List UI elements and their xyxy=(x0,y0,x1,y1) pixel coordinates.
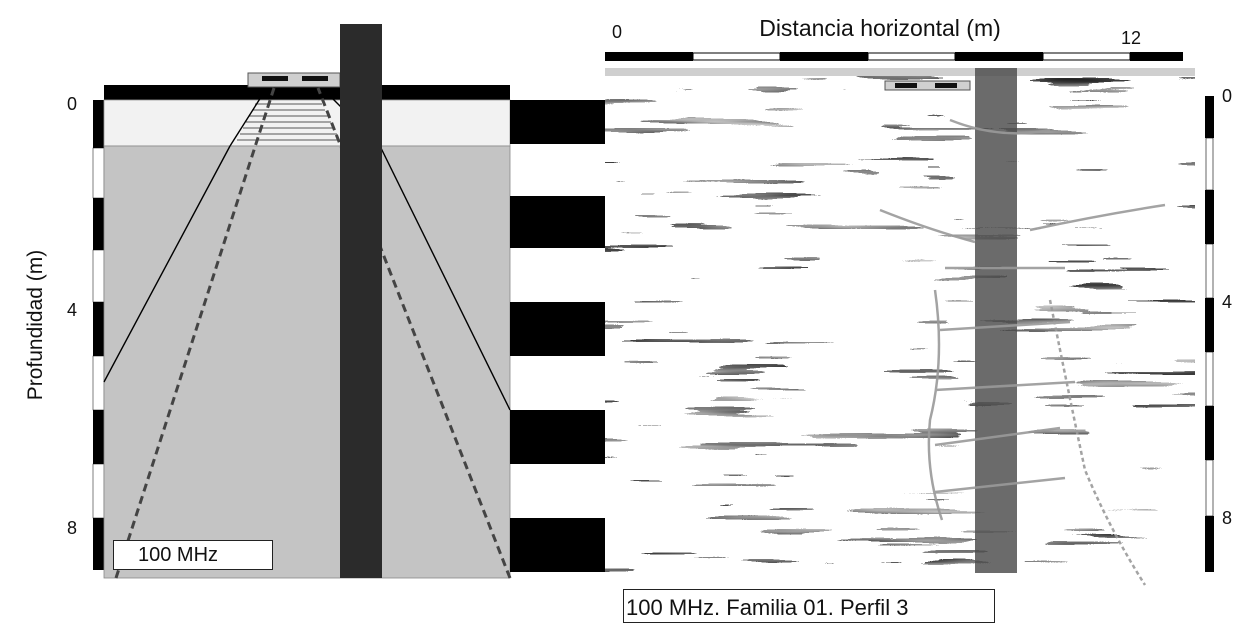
upper-soil-layer xyxy=(103,99,511,147)
profile-caption: 100 MHz. Familia 01. Perfil 3 xyxy=(623,589,995,623)
top-tick-start: 0 xyxy=(612,22,622,42)
radar-column-shadow xyxy=(975,68,1017,573)
left-axis-title: Profundidad (m) xyxy=(24,250,47,401)
left-scale-bar xyxy=(92,100,105,570)
soil-cross-section xyxy=(103,85,512,579)
top-axis-title: Distancia horizontal (m) xyxy=(759,15,1001,41)
radargram xyxy=(605,68,1195,586)
left-tick-0: 0 xyxy=(67,94,77,114)
gpr-antenna-icon xyxy=(247,72,341,88)
right-tick-4: 4 xyxy=(1222,292,1232,312)
reflection-lines xyxy=(879,118,1166,586)
layer-lines xyxy=(237,103,340,141)
middle-scale-bar xyxy=(510,100,605,572)
top-tick-end: 12 xyxy=(1121,28,1141,48)
left-tick-4: 4 xyxy=(67,300,77,320)
radargram-antenna-icon xyxy=(884,80,971,91)
lower-soil-layer xyxy=(103,145,511,579)
right-scale-bar xyxy=(1205,96,1214,572)
antenna-frequency-label: 100 MHz xyxy=(113,540,273,570)
left-tick-8: 8 xyxy=(67,518,77,538)
vertical-column xyxy=(340,24,382,578)
right-tick-8: 8 xyxy=(1222,508,1232,528)
right-tick-0: 0 xyxy=(1222,86,1232,106)
top-scale-bar xyxy=(605,52,1183,61)
